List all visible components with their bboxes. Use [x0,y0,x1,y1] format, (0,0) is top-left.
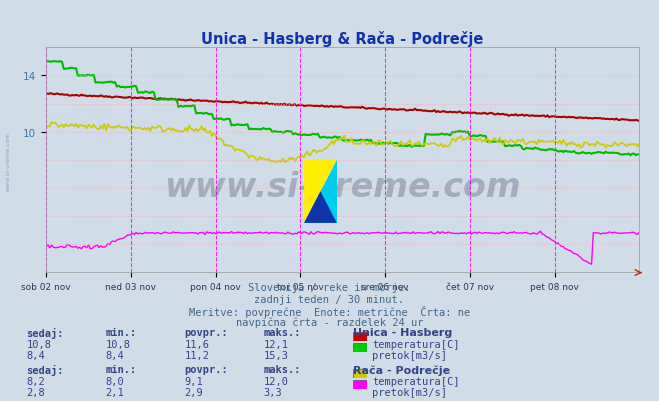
Text: 8,2: 8,2 [26,376,45,386]
Text: 12,0: 12,0 [264,376,289,386]
Text: temperatura[C]: temperatura[C] [372,376,460,386]
Text: 2,1: 2,1 [105,387,124,397]
Text: sedaj:: sedaj: [26,364,64,375]
Text: min.:: min.: [105,327,136,337]
Polygon shape [304,160,337,223]
Text: 15,3: 15,3 [264,350,289,360]
Text: 12,1: 12,1 [264,339,289,349]
Text: Unica - Hasberg: Unica - Hasberg [353,327,452,337]
Text: 2,9: 2,9 [185,387,203,397]
Text: 10,8: 10,8 [105,339,130,349]
Text: 11,2: 11,2 [185,350,210,360]
Text: 8,4: 8,4 [105,350,124,360]
Text: 3,3: 3,3 [264,387,282,397]
Text: 10,8: 10,8 [26,339,51,349]
Text: 9,1: 9,1 [185,376,203,386]
Text: Meritve: povprečne  Enote: metrične  Črta: ne: Meritve: povprečne Enote: metrične Črta:… [189,305,470,317]
Text: pretok[m3/s]: pretok[m3/s] [372,387,447,397]
Text: maks.:: maks.: [264,364,301,374]
Text: Slovenija / reke in morje.: Slovenija / reke in morje. [248,283,411,293]
Text: povpr.:: povpr.: [185,327,228,337]
Text: maks.:: maks.: [264,327,301,337]
Text: sedaj:: sedaj: [26,327,64,338]
Text: temperatura[C]: temperatura[C] [372,339,460,349]
Text: Rača - Podrečje: Rača - Podrečje [353,364,449,375]
Text: zadnji teden / 30 minut.: zadnji teden / 30 minut. [254,294,405,304]
Text: 8,4: 8,4 [26,350,45,360]
Text: min.:: min.: [105,364,136,374]
Text: pretok[m3/s]: pretok[m3/s] [372,350,447,360]
Text: www.si-vreme.com: www.si-vreme.com [5,131,11,190]
Polygon shape [304,160,337,223]
Text: 2,8: 2,8 [26,387,45,397]
Text: 11,6: 11,6 [185,339,210,349]
Text: 8,0: 8,0 [105,376,124,386]
Text: povpr.:: povpr.: [185,364,228,374]
Text: www.si-vreme.com: www.si-vreme.com [164,171,521,204]
Title: Unica - Hasberg & Rača - Podrečje: Unica - Hasberg & Rača - Podrečje [202,31,484,47]
Text: navpična črta - razdelek 24 ur: navpična črta - razdelek 24 ur [236,316,423,327]
Polygon shape [304,192,337,223]
